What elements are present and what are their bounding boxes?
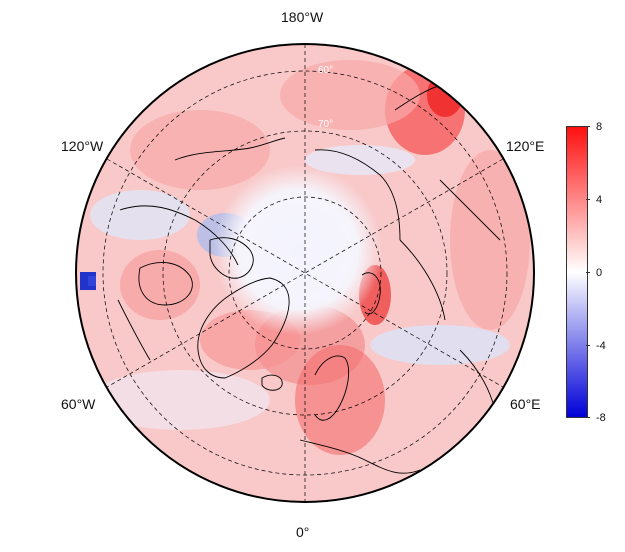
labrador-coast	[117, 299, 151, 361]
colorbar-label-8: 8	[596, 121, 603, 133]
neutral-band-north-atlantic	[90, 370, 270, 430]
neutral-band-eurasia	[370, 325, 510, 365]
longitude-label-120e: 120°E	[506, 138, 545, 154]
colorbar-tick	[586, 272, 590, 273]
canadian-islands	[209, 237, 254, 279]
longitude-label-60w: 60°W	[61, 396, 96, 412]
warm-anomaly-alaska	[130, 110, 270, 190]
cool-anomaly-west-edge-inner	[88, 276, 96, 286]
eurasia-border-2	[439, 179, 501, 241]
eurasia-border-1	[399, 239, 446, 321]
colorbar	[566, 126, 588, 418]
warm-anomaly-north-pacific	[280, 60, 420, 130]
warm-anomaly-hudson-bay	[120, 250, 200, 320]
colorbar-tick	[586, 199, 590, 200]
colorbar-label-4: 4	[596, 194, 603, 206]
warm-anomaly-siberia	[450, 150, 530, 330]
map-boundary	[75, 43, 535, 503]
meridian-120e-60w	[106, 158, 504, 388]
hudson-bay	[138, 261, 193, 306]
siberia-coast	[314, 149, 401, 241]
neutral-strip-siberian-coast	[305, 145, 415, 175]
colorbar-label-neg8: -8	[596, 412, 606, 424]
longitude-label-120w: 120°W	[61, 138, 104, 154]
iceland	[261, 374, 283, 391]
colorbar-tick	[586, 126, 590, 127]
neutral-band-canada	[90, 190, 190, 240]
scandinavia-coast	[314, 355, 350, 421]
colorbar-tick	[586, 345, 590, 346]
anomaly-field	[76, 44, 534, 502]
longitude-label-180w: 180°W	[281, 9, 324, 25]
longitude-label-60e: 60°E	[510, 396, 541, 412]
colorbar-label-0: 0	[596, 267, 603, 279]
colorbar-tick	[586, 417, 590, 418]
latitude-label-70: 70°	[318, 119, 333, 130]
warm-anomaly-scandinavia	[295, 345, 385, 455]
europe-coast	[299, 439, 421, 474]
novaya-zemlya	[361, 272, 381, 315]
greenland-coast	[197, 277, 290, 379]
latitude-label-60: 60°	[318, 65, 333, 76]
longitude-label-0: 0°	[296, 524, 310, 540]
coastlines	[117, 83, 501, 474]
alaska-coast	[174, 137, 286, 161]
warm-anomaly-chukotka	[427, 73, 463, 117]
canada-arctic-coast	[119, 205, 239, 266]
colorbar-label-neg4: -4	[596, 340, 606, 352]
meridian-60e-120w	[106, 158, 504, 388]
graticule	[102, 44, 508, 502]
neutral-arctic-ocean	[213, 165, 383, 335]
